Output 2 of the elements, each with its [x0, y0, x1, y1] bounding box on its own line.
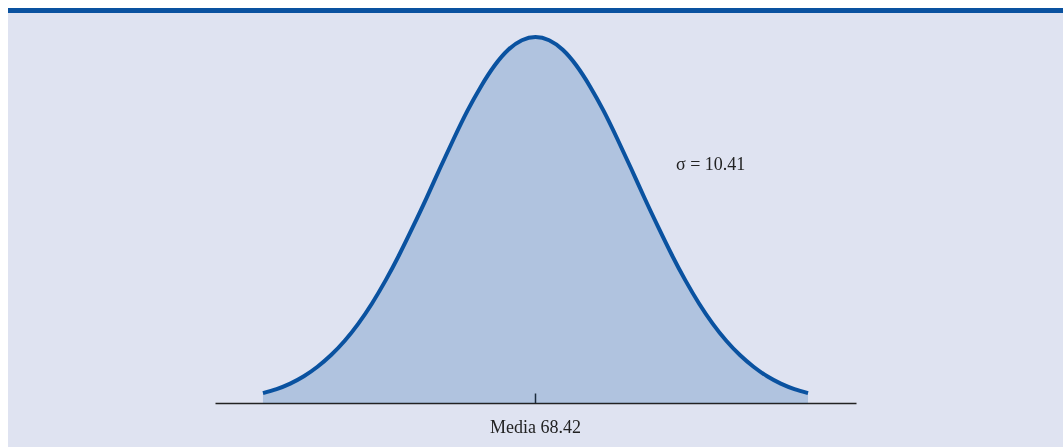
annotation: σ = 10.41: [676, 154, 746, 174]
text: Media 68.42: [490, 417, 581, 437]
